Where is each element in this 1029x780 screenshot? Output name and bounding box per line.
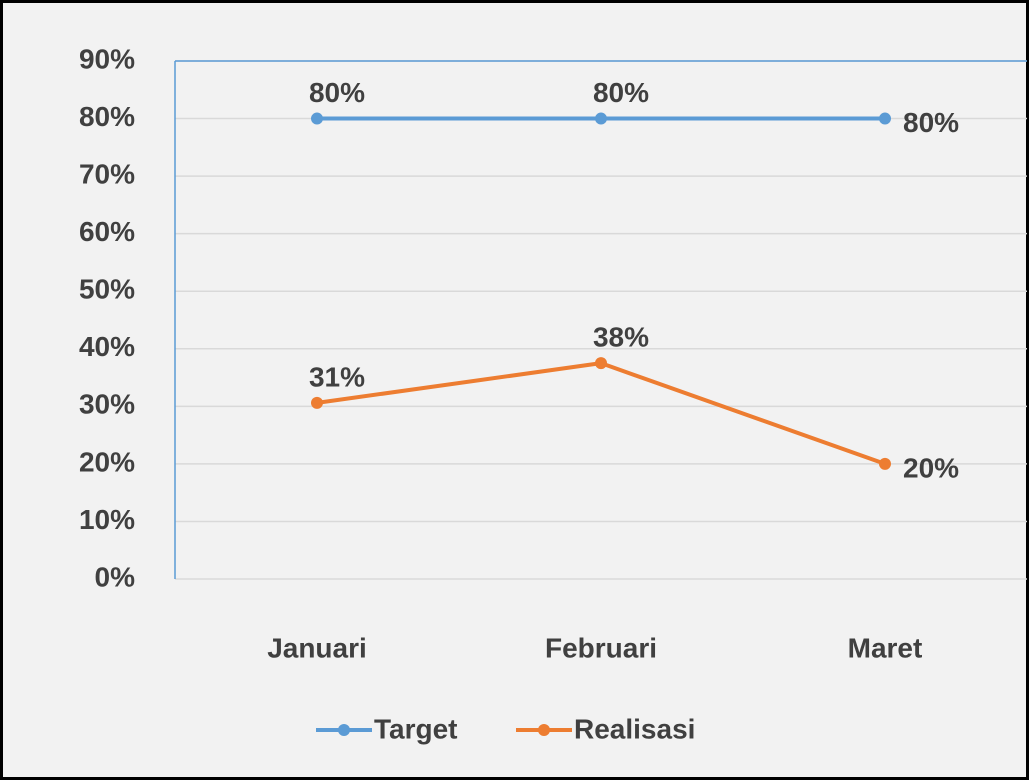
legend-label: Target — [374, 713, 458, 744]
x-tick-label: Maret — [848, 632, 923, 663]
data-label: 80% — [593, 77, 649, 108]
x-tick-label: Februari — [545, 632, 657, 663]
legend-marker — [538, 724, 550, 736]
x-tick-label: Januari — [267, 632, 367, 663]
data-label: 31% — [309, 361, 365, 392]
marker — [595, 112, 607, 125]
y-tick-label: 0% — [95, 561, 136, 592]
y-tick-label: 60% — [79, 216, 135, 247]
data-label: 20% — [903, 452, 959, 483]
data-label: 38% — [593, 322, 649, 353]
marker — [311, 396, 323, 409]
y-tick-label: 90% — [79, 43, 135, 74]
marker — [879, 457, 891, 470]
marker — [311, 112, 323, 125]
legend-marker — [338, 724, 350, 736]
y-tick-label: 20% — [79, 446, 135, 477]
legend-label: Realisasi — [574, 713, 695, 744]
marker — [879, 112, 891, 125]
y-tick-label: 40% — [79, 331, 135, 362]
y-tick-label: 70% — [79, 159, 135, 190]
y-tick-label: 30% — [79, 389, 135, 420]
data-label: 80% — [903, 107, 959, 138]
data-label: 80% — [309, 77, 365, 108]
y-tick-label: 50% — [79, 274, 135, 305]
y-tick-label: 80% — [79, 101, 135, 132]
y-tick-label: 10% — [79, 504, 135, 535]
marker — [595, 357, 607, 370]
